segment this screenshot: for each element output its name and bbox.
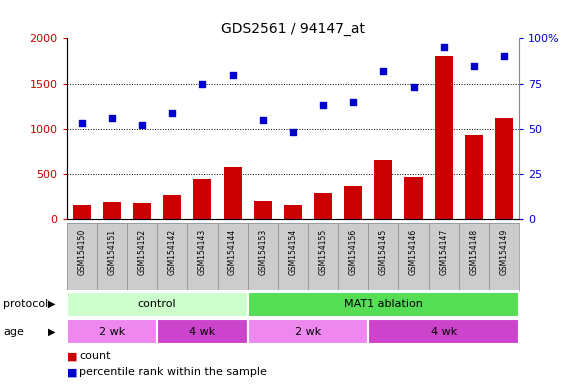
Text: GSM154152: GSM154152: [137, 228, 147, 275]
Bar: [157, 319, 248, 344]
Text: ■: ■: [67, 367, 81, 377]
Text: GSM154148: GSM154148: [469, 228, 478, 275]
Text: GSM154150: GSM154150: [77, 228, 86, 275]
Point: [198, 81, 207, 87]
Bar: [374, 160, 393, 219]
Bar: [253, 201, 272, 219]
Text: GSM154142: GSM154142: [168, 228, 177, 275]
Text: ■: ■: [67, 351, 81, 361]
Point: [499, 53, 509, 60]
Text: protocol: protocol: [3, 299, 48, 309]
Point: [77, 120, 86, 126]
Bar: [248, 292, 519, 316]
Text: GSM154153: GSM154153: [258, 228, 267, 275]
Text: GSM154154: GSM154154: [288, 228, 298, 275]
Bar: [67, 319, 157, 344]
Text: GSM154149: GSM154149: [499, 228, 509, 275]
Point: [469, 63, 478, 69]
Text: control: control: [138, 299, 176, 309]
Bar: [434, 56, 453, 219]
Text: GSM154155: GSM154155: [318, 228, 328, 275]
Point: [228, 71, 237, 78]
Point: [439, 45, 448, 51]
Bar: [133, 204, 151, 219]
Point: [107, 115, 117, 121]
Text: count: count: [79, 351, 111, 361]
Text: GSM154156: GSM154156: [349, 228, 358, 275]
Text: ▶: ▶: [48, 299, 55, 309]
Bar: [368, 319, 519, 344]
Text: GSM154151: GSM154151: [107, 228, 117, 275]
Bar: [193, 179, 212, 219]
Bar: [223, 167, 242, 219]
Bar: [163, 195, 182, 219]
Bar: [495, 118, 513, 219]
Text: 2 wk: 2 wk: [99, 327, 125, 337]
Bar: [103, 202, 121, 219]
Point: [168, 109, 177, 116]
Text: GSM154147: GSM154147: [439, 228, 448, 275]
Text: GSM154144: GSM154144: [228, 228, 237, 275]
Text: MAT1 ablation: MAT1 ablation: [344, 299, 423, 309]
Bar: [314, 193, 332, 219]
Point: [349, 99, 358, 105]
Title: GDS2561 / 94147_at: GDS2561 / 94147_at: [221, 22, 365, 36]
Text: age: age: [3, 327, 24, 337]
Text: percentile rank within the sample: percentile rank within the sample: [79, 367, 267, 377]
Text: 2 wk: 2 wk: [295, 327, 321, 337]
Bar: [284, 205, 302, 219]
Text: GSM154143: GSM154143: [198, 228, 207, 275]
Point: [288, 129, 298, 136]
Text: GSM154146: GSM154146: [409, 228, 418, 275]
Bar: [404, 177, 423, 219]
Bar: [72, 205, 91, 219]
Text: GSM154145: GSM154145: [379, 228, 388, 275]
Point: [137, 122, 147, 128]
Bar: [465, 135, 483, 219]
Text: ▶: ▶: [48, 327, 55, 337]
Bar: [248, 319, 368, 344]
Point: [318, 102, 328, 108]
Bar: [344, 186, 362, 219]
Text: 4 wk: 4 wk: [189, 327, 216, 337]
Point: [409, 84, 418, 90]
Bar: [67, 292, 248, 316]
Point: [258, 117, 267, 123]
Point: [379, 68, 388, 74]
Text: 4 wk: 4 wk: [430, 327, 457, 337]
